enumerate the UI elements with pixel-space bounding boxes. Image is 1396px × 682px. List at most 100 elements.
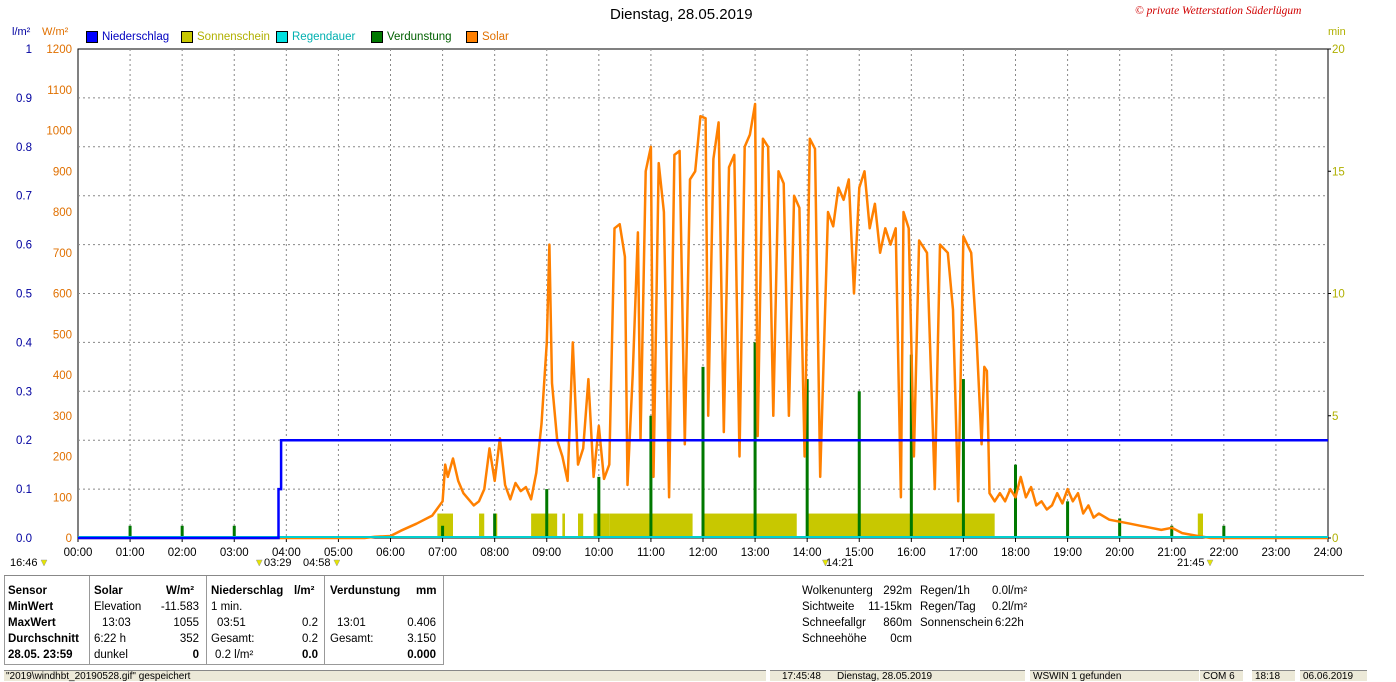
weather-key: Sichtweite	[802, 601, 855, 613]
stats-row-label: MaxWert	[8, 617, 56, 629]
sunshine-bar	[437, 513, 453, 538]
y-tick-label-solar: 900	[53, 166, 72, 178]
y-tick-label-niederschlag: 0.6	[16, 240, 32, 252]
x-tick-label: 21:00	[1157, 547, 1186, 559]
legend-swatch-niederschlag	[86, 31, 98, 43]
stats-cell: 03:51	[217, 617, 246, 629]
stats-cell: 0.2	[302, 633, 318, 645]
legend-solar: Solar	[466, 31, 509, 43]
right-unit: min	[1328, 26, 1346, 38]
evaporation-bar	[180, 525, 184, 538]
y-tick-label-niederschlag: 0.3	[16, 386, 32, 398]
stats-cell: 0.2 l/m²	[215, 649, 254, 661]
stats-cell: 3.150	[407, 633, 436, 645]
x-tick-label: 20:00	[1105, 547, 1134, 559]
x-tick-label: 13:00	[741, 547, 770, 559]
copyright: © private Wetterstation Süderlügum	[1135, 5, 1302, 17]
stats-row-label: MinWert	[8, 601, 54, 613]
y-tick-label-solar: 300	[53, 411, 72, 423]
stats-cell: 13:01	[337, 617, 366, 629]
stats-divider-2	[206, 576, 207, 664]
marker-t4-icon	[1206, 559, 1214, 567]
stats-cell: 352	[179, 633, 199, 645]
stats-header-solar: Solar	[94, 585, 123, 597]
stats-header-sensor: Sensor	[8, 585, 47, 597]
stats-cell: dunkel	[94, 649, 128, 661]
y-tick-label-niederschlag: 1	[26, 44, 32, 56]
stats-cell: 0	[192, 649, 199, 661]
legend-label-solar: Solar	[482, 31, 509, 43]
stats-cell: Gesamt:	[330, 633, 374, 645]
y-tick-label-solar: 1100	[47, 85, 72, 97]
rain-value: 0.2l/m²	[992, 601, 1028, 613]
evaporation-bar	[1014, 464, 1017, 538]
stats-header-niederschlag: Niederschlag	[211, 585, 284, 597]
evaporation-bar	[441, 525, 445, 538]
status-device: WSWIN 1 gefunden	[1030, 670, 1199, 682]
weather-value: 860m	[883, 617, 912, 629]
y-tick-label-niederschlag: 0.4	[16, 337, 33, 349]
y-tick-label-solar: 400	[53, 370, 72, 382]
stats-cell: 0.0	[302, 649, 318, 661]
rain-key: Regen/Tag	[920, 601, 976, 613]
stats-header-verdunstung-unit: mm	[416, 585, 437, 597]
marker-label-sunset-prev: 16:46	[10, 557, 38, 569]
status-date: Dienstag, 28.05.2019	[834, 670, 1025, 682]
sunshine-bar	[593, 513, 610, 538]
x-tick-label: 17:00	[949, 547, 978, 559]
stats-panel: Sensor Solar W/m² Niederschlag l/m² Verd…	[4, 575, 1364, 666]
legend-regendauer: Regendauer	[276, 31, 355, 43]
rain-value: 0.0l/m²	[992, 585, 1028, 597]
evaporation-bar	[701, 366, 705, 538]
evaporation-bar	[909, 354, 913, 538]
rain-key: Regen/1h	[920, 585, 970, 597]
stats-divider-1	[89, 576, 90, 664]
left-unit-1: l/m²	[12, 26, 31, 38]
x-tick-label: 10:00	[584, 547, 613, 559]
stats-header-verdunstung: Verdunstung	[330, 585, 401, 597]
marker-label-t2: 04:58	[303, 557, 331, 569]
evaporation-bar	[805, 379, 809, 538]
evaporation-bar	[545, 489, 549, 538]
x-tick-label: 15:00	[845, 547, 874, 559]
sunshine-bar	[1197, 513, 1203, 538]
y-tick-label-solar: 100	[53, 492, 72, 504]
sunshine-bar	[807, 513, 995, 538]
x-tick-label: 14:00	[793, 547, 822, 559]
status-com: COM 6	[1200, 670, 1243, 682]
stats-cell: 0.406	[407, 617, 436, 629]
y-tick-label-minutes: 5	[1332, 411, 1338, 423]
x-tick-label: 24:00	[1314, 547, 1343, 559]
weather-key: Schneehöhe	[802, 633, 867, 645]
y-tick-label-niederschlag: 0.2	[16, 435, 32, 447]
weather-key: Wolkenunterg	[802, 585, 873, 597]
x-tick-label: 02:00	[168, 547, 197, 559]
stats-weather: Wolkenunterg 292m Sichtweite 11-15km Sch…	[800, 576, 1040, 664]
status-clock: 18:18	[1252, 670, 1295, 682]
y-tick-label-solar: 1200	[46, 44, 72, 56]
evaporation-bar	[961, 379, 965, 538]
stats-table: Sensor Solar W/m² Niederschlag l/m² Verd…	[4, 576, 444, 664]
y-tick-label-minutes: 0	[1332, 533, 1338, 545]
status-time: 17:45:48	[770, 670, 840, 682]
evaporation-bar	[1118, 518, 1122, 538]
y-tick-label-solar: 700	[53, 248, 72, 260]
y-tick-label-solar: 600	[53, 289, 72, 301]
precipitation-line	[78, 438, 1328, 540]
stats-cell: 6:22 h	[94, 633, 126, 645]
rain-value: 6:22h	[995, 617, 1024, 629]
evaporation-bar	[232, 525, 236, 538]
y-tick-label-minutes: 10	[1332, 289, 1345, 301]
stats-cell: 1 min.	[211, 601, 243, 613]
x-tick-label: 00:00	[64, 547, 93, 559]
x-tick-label: 07:00	[428, 547, 457, 559]
x-tick-label: 23:00	[1262, 547, 1291, 559]
evaporation-bar	[857, 391, 861, 538]
x-tick-label: 19:00	[1053, 547, 1082, 559]
x-tick-label: 12:00	[689, 547, 718, 559]
stats-grid	[4, 576, 444, 665]
evaporation-bar	[597, 476, 601, 538]
stats-cell: Gesamt:	[211, 633, 255, 645]
legend-label-niederschlag: Niederschlag	[102, 31, 170, 43]
